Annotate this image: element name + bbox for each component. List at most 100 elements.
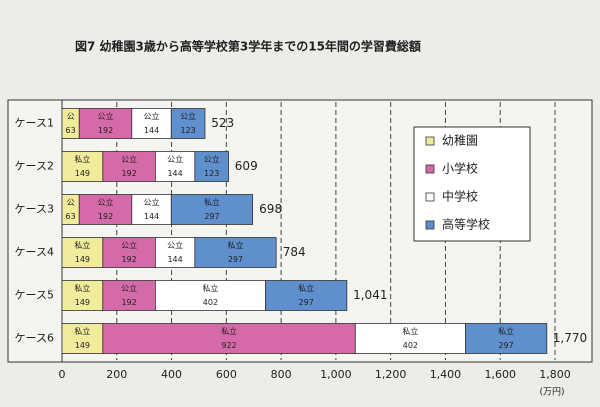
- bar-segment: [194, 151, 229, 182]
- total-label: 1,041: [353, 288, 387, 302]
- bar-segment: [131, 108, 172, 139]
- bar-segment: [78, 108, 133, 139]
- legend-label: 小学校: [442, 161, 478, 176]
- x-tick-label: 200: [106, 368, 127, 381]
- segment-label: 144: [167, 169, 182, 178]
- segment-label: 144: [144, 126, 159, 135]
- segment-label: 297: [299, 298, 314, 307]
- bar-segment: [61, 151, 104, 182]
- legend-swatch: [425, 220, 435, 230]
- segment-label: 297: [228, 255, 243, 264]
- segment-kind: 私立: [498, 326, 514, 336]
- segment-kind: 公立: [98, 111, 114, 121]
- segment-label: 297: [204, 212, 219, 221]
- segment-label: 402: [203, 298, 218, 307]
- segment-kind: 公立: [144, 111, 160, 121]
- legend: [413, 126, 531, 242]
- segment-kind: 私立: [74, 240, 90, 250]
- bar-segment: [354, 323, 466, 354]
- total-label: 523: [211, 116, 234, 130]
- bar-segment: [154, 280, 266, 311]
- legend-swatch: [425, 164, 435, 174]
- bar-segment: [170, 108, 206, 139]
- bar-segment: [61, 237, 104, 268]
- segment-label: 63: [66, 126, 76, 135]
- bar-segment: [265, 280, 348, 311]
- segment-label: 192: [121, 169, 136, 178]
- segment-kind: 私立: [202, 283, 218, 293]
- segment-kind: 公立: [121, 240, 137, 250]
- bar-segment: [102, 323, 356, 354]
- y-tick-label: ケース4: [15, 246, 54, 259]
- total-label: 1,770: [553, 331, 587, 345]
- x-tick-label: 1,200: [375, 368, 407, 381]
- y-tick-label: ケース3: [15, 203, 54, 216]
- segment-kind: 私立: [74, 154, 90, 164]
- bar-segment: [102, 237, 156, 268]
- chart-title: 図7 幼稚園3歳から高等学校第3学年までの15年間の学習費総額: [75, 39, 421, 54]
- x-tick-label: 1,600: [484, 368, 516, 381]
- segment-label: 144: [167, 255, 182, 264]
- segment-label: 192: [98, 126, 113, 135]
- segment-kind: 公立: [121, 154, 137, 164]
- y-tick-label: ケース5: [15, 289, 54, 302]
- segment-label: 149: [75, 298, 90, 307]
- segment-kind: 公: [67, 112, 75, 121]
- segment-kind: 公立: [167, 240, 183, 250]
- segment-label: 149: [75, 255, 90, 264]
- total-label: 784: [283, 245, 306, 259]
- x-tick-label: 1,000: [320, 368, 352, 381]
- bar-segment: [61, 280, 104, 311]
- segment-kind: 公立: [121, 283, 137, 293]
- segment-label: 402: [403, 341, 418, 350]
- y-tick-label: ケース1: [15, 117, 54, 130]
- x-tick-label: 0: [59, 368, 66, 381]
- bar-segment: [465, 323, 548, 354]
- bar-segment: [131, 194, 172, 225]
- segment-kind: 公立: [144, 197, 160, 207]
- legend-label: 幼稚園: [442, 134, 478, 148]
- segment-label: 123: [180, 126, 195, 135]
- segment-kind: 公: [67, 198, 75, 207]
- segment-kind: 私立: [221, 326, 237, 336]
- x-tick-label: 400: [161, 368, 182, 381]
- segment-label: 922: [221, 341, 236, 350]
- bar-segment: [154, 151, 196, 182]
- bar-segment: [78, 194, 133, 225]
- bar-segment: [102, 151, 156, 182]
- segment-label: 192: [121, 255, 136, 264]
- bar-segment: [194, 237, 277, 268]
- segment-kind: 公立: [204, 154, 220, 164]
- legend-swatch: [425, 136, 435, 146]
- x-tick-label: 1,800: [539, 368, 571, 381]
- segment-kind: 私立: [204, 197, 220, 207]
- bar-segment: [154, 237, 196, 268]
- segment-label: 297: [498, 341, 513, 350]
- y-tick-label: ケース6: [15, 332, 54, 345]
- segment-label: 123: [204, 169, 219, 178]
- segment-kind: 私立: [74, 283, 90, 293]
- x-tick-label: 1,400: [430, 368, 462, 381]
- segment-label: 192: [121, 298, 136, 307]
- segment-label: 63: [66, 212, 76, 221]
- segment-label: 192: [98, 212, 113, 221]
- segment-kind: 公立: [167, 154, 183, 164]
- segment-kind: 私立: [298, 283, 314, 293]
- segment-kind: 私立: [402, 326, 418, 336]
- total-label: 698: [259, 202, 282, 216]
- segment-label: 149: [75, 341, 90, 350]
- segment-label: 149: [75, 169, 90, 178]
- segment-label: 144: [144, 212, 159, 221]
- total-label: 609: [235, 159, 258, 173]
- x-unit: (万円): [539, 387, 564, 398]
- segment-kind: 公立: [98, 197, 114, 207]
- segment-kind: 公立: [180, 111, 196, 121]
- x-tick-label: 800: [271, 368, 292, 381]
- x-tick-label: 600: [216, 368, 237, 381]
- legend-swatch: [425, 192, 435, 202]
- segment-kind: 私立: [74, 326, 90, 336]
- legend-label: 中学校: [442, 189, 478, 204]
- legend-label: 高等学校: [442, 217, 490, 232]
- y-tick-label: ケース2: [15, 160, 54, 173]
